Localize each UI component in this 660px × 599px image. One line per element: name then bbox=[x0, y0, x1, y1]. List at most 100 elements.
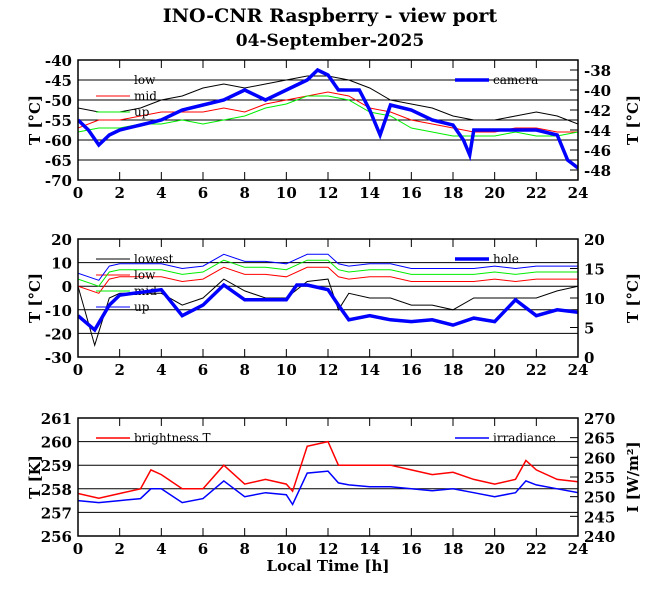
x-tick-label: 4 bbox=[156, 540, 166, 558]
y-right-tick-label: 10 bbox=[584, 290, 605, 308]
y-right-tick-label: 245 bbox=[584, 508, 615, 526]
x-tick-label: 20 bbox=[484, 540, 505, 558]
y-right-tick-label: -44 bbox=[584, 122, 611, 140]
legend-label: mid bbox=[134, 89, 157, 103]
x-tick-label: 4 bbox=[156, 184, 166, 202]
x-tick-label: 2 bbox=[114, 540, 124, 558]
y-right-tick-label: -40 bbox=[584, 82, 611, 100]
x-tick-label: 12 bbox=[318, 184, 339, 202]
y-tick-label: -65 bbox=[45, 152, 72, 170]
legend-label: lowest bbox=[134, 252, 174, 266]
y-right-tick-label: 15 bbox=[584, 261, 605, 279]
y-tick-label: -45 bbox=[45, 72, 72, 90]
series-line-camera bbox=[78, 67, 578, 170]
legend-label: hole bbox=[493, 252, 519, 266]
series-line-brightness-T bbox=[78, 440, 578, 499]
y-tick-label: 10 bbox=[51, 255, 72, 273]
x-tick-label: 2 bbox=[114, 361, 124, 379]
plot-frame bbox=[77, 238, 579, 358]
x-tick-label: 24 bbox=[568, 184, 589, 202]
x-tick-label: 16 bbox=[401, 361, 422, 379]
y-right-tick-label: 0 bbox=[584, 349, 594, 367]
y-tick-label: 20 bbox=[51, 231, 72, 249]
legend-label: irradiance bbox=[493, 431, 556, 445]
y-right-tick-label: 265 bbox=[584, 430, 615, 448]
x-axis-label: Local Time [h] bbox=[267, 557, 390, 575]
y-right-tick-label: -48 bbox=[584, 162, 611, 180]
legend-label: low bbox=[134, 268, 156, 282]
x-tick-label: 2 bbox=[114, 184, 124, 202]
x-tick-label: 20 bbox=[484, 361, 505, 379]
y-right-axis-label: T [°C] bbox=[624, 95, 642, 145]
series-line-mid bbox=[78, 259, 578, 287]
y-tick-label: 260 bbox=[41, 434, 72, 452]
x-tick-label: 14 bbox=[359, 540, 380, 558]
chart-title: INO-CNR Raspberry - view port bbox=[163, 5, 498, 27]
x-tick-label: 4 bbox=[156, 361, 166, 379]
y-tick-label: 258 bbox=[41, 481, 72, 499]
series-line-irradiance bbox=[78, 470, 578, 507]
x-tick-label: 8 bbox=[239, 184, 249, 202]
y-tick-label: -60 bbox=[45, 132, 72, 150]
y-right-tick-label: -46 bbox=[584, 142, 611, 160]
series-line-up bbox=[78, 95, 578, 137]
y-right-axis-label: T [°C] bbox=[624, 273, 642, 323]
series-line-mid bbox=[78, 91, 578, 133]
y-right-tick-label: 250 bbox=[584, 489, 615, 507]
y-axis-label: T [°C] bbox=[26, 95, 44, 145]
x-tick-label: 0 bbox=[73, 361, 83, 379]
x-tick-label: 20 bbox=[484, 184, 505, 202]
plot-frame bbox=[77, 59, 579, 181]
x-tick-label: 18 bbox=[443, 361, 464, 379]
y-tick-label: 257 bbox=[41, 504, 72, 522]
y-right-tick-label: 260 bbox=[584, 449, 615, 467]
y-tick-label: -70 bbox=[45, 172, 72, 190]
y-right-tick-label: 5 bbox=[584, 320, 594, 338]
y-tick-label: 261 bbox=[41, 410, 72, 428]
y-right-tick-label: 270 bbox=[584, 410, 615, 428]
x-tick-label: 18 bbox=[443, 184, 464, 202]
x-tick-label: 22 bbox=[526, 540, 547, 558]
y-right-tick-label: 20 bbox=[584, 231, 605, 249]
y-tick-label: -40 bbox=[45, 52, 72, 70]
series-line-up bbox=[78, 253, 578, 281]
x-tick-label: 10 bbox=[276, 184, 297, 202]
panel-3: 2562572582592602612402452502552602652700… bbox=[26, 410, 642, 575]
series-line-low bbox=[78, 266, 578, 294]
y-right-tick-label: -38 bbox=[584, 62, 611, 80]
plot-frame bbox=[77, 417, 579, 537]
y-axis-label: T [°C] bbox=[26, 273, 44, 323]
panel-1: -70 -65 -60 -55 -50 -45 -40 -48 -46 -44 -42 -40 -38 0… bbox=[26, 52, 642, 202]
x-tick-label: 24 bbox=[568, 540, 589, 558]
x-tick-label: 0 bbox=[73, 184, 83, 202]
y-right-tick-label: 240 bbox=[584, 528, 615, 546]
y-tick-label: 0 bbox=[62, 278, 72, 296]
x-tick-label: 6 bbox=[198, 540, 208, 558]
y-right-axis-label: I [W/m²] bbox=[624, 441, 642, 512]
x-tick-label: 8 bbox=[239, 361, 249, 379]
legend-label: low bbox=[134, 73, 156, 87]
y-tick-label: -50 bbox=[45, 92, 72, 110]
x-tick-label: 0 bbox=[73, 540, 83, 558]
x-tick-label: 16 bbox=[401, 184, 422, 202]
legend-label: brightness T bbox=[134, 431, 210, 445]
y-tick-label: -55 bbox=[45, 112, 72, 130]
chart-subtitle: 04-September-2025 bbox=[236, 31, 424, 51]
x-tick-label: 12 bbox=[318, 540, 339, 558]
y-tick-label: -30 bbox=[45, 349, 72, 367]
x-tick-label: 12 bbox=[318, 361, 339, 379]
x-tick-label: 14 bbox=[359, 184, 380, 202]
legend-label: up bbox=[134, 105, 150, 119]
y-tick-label: -10 bbox=[45, 302, 72, 320]
x-tick-label: 22 bbox=[526, 361, 547, 379]
legend-label: up bbox=[134, 300, 150, 314]
series-line-hole bbox=[78, 282, 578, 333]
y-tick-label: 256 bbox=[41, 528, 72, 546]
x-tick-label: 22 bbox=[526, 184, 547, 202]
y-right-tick-label: 255 bbox=[584, 469, 615, 487]
x-tick-label: 6 bbox=[198, 361, 208, 379]
legend-label: camera bbox=[493, 73, 538, 87]
